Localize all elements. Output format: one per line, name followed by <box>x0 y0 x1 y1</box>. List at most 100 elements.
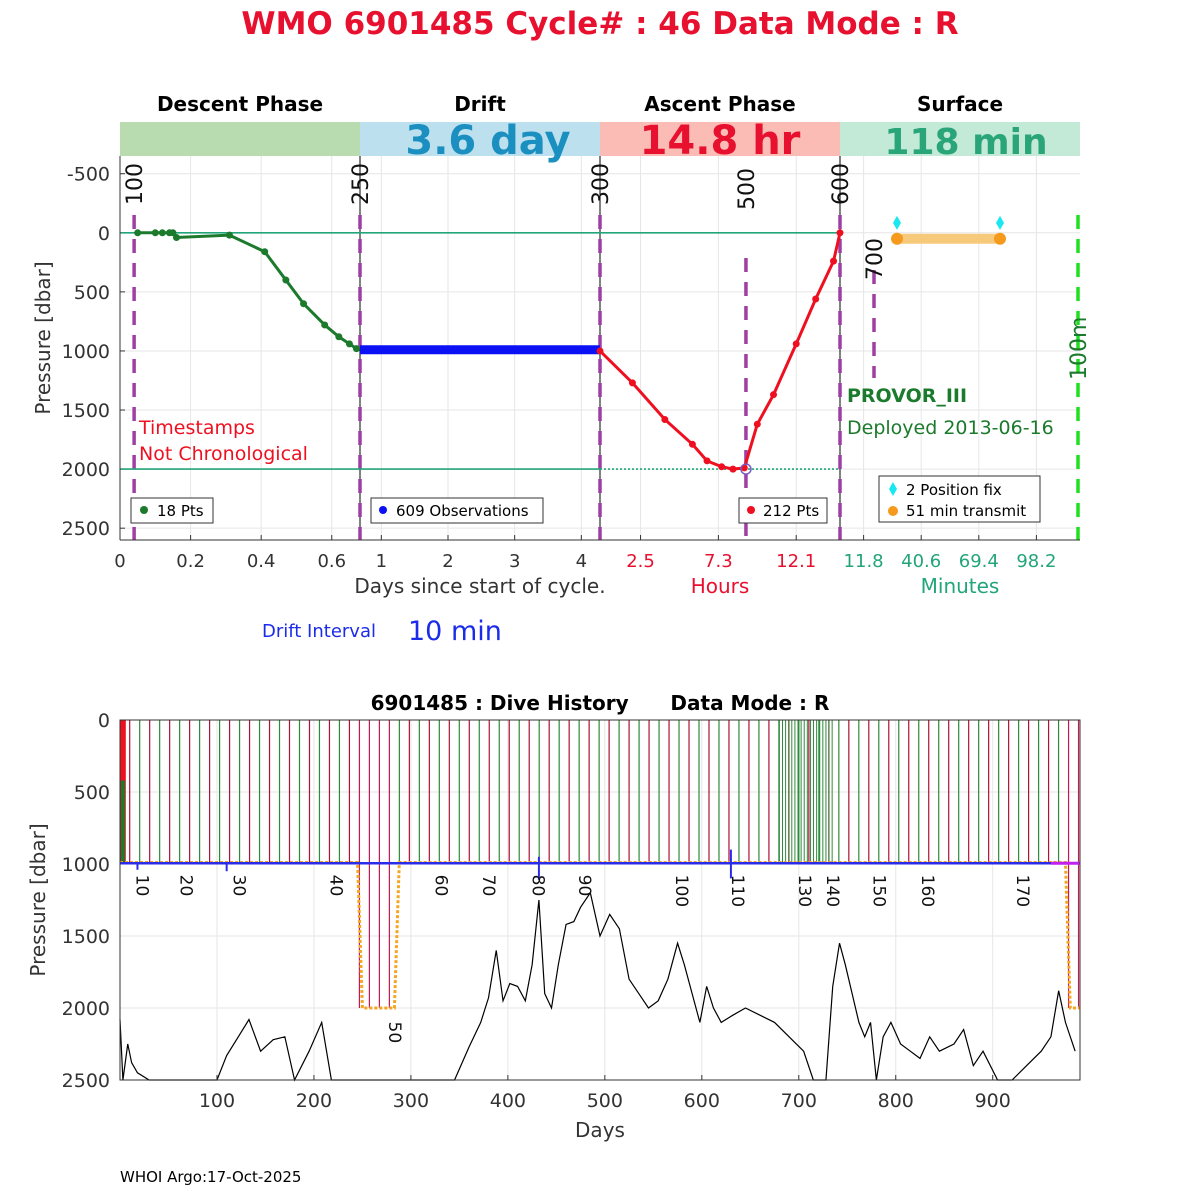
cycle-marker-label: 100 <box>123 163 148 205</box>
deployed-date-label: Deployed 2013-06-16 <box>847 417 1054 439</box>
cycle-number-label: 150 <box>869 875 889 907</box>
drift-legend-text: 609 Observations <box>396 502 529 520</box>
bottom-y-tick-label: 500 <box>74 782 110 804</box>
ascent-point <box>703 457 711 465</box>
surface-phase-header: Surface <box>917 92 1003 116</box>
ascent-point <box>729 465 737 473</box>
bottom-x-tick-label: 600 <box>684 1090 720 1112</box>
dive-history-chart: 6901485 : Dive History Data Mode : R 0 50… <box>26 691 1081 1142</box>
descent-point <box>335 333 343 341</box>
bottom-x-tick-label: 700 <box>781 1090 817 1112</box>
drift-legend-marker <box>379 506 387 514</box>
surface-legend-fix-marker <box>889 482 897 496</box>
descent-point <box>282 276 290 284</box>
drift-legend: 609 Observations <box>370 497 544 524</box>
timestamps-warning-line2: Not Chronological <box>139 443 308 465</box>
top-x-tick-label: 3 <box>509 551 520 572</box>
surface-legend-transmit-marker <box>888 506 898 516</box>
drift-interval-value: 10 min <box>408 616 502 647</box>
top-x-tick-label: 7.3 <box>704 551 733 572</box>
descent-point <box>345 340 353 348</box>
descent-point <box>300 300 308 308</box>
top-y-ticks: -500 0 500 1000 1500 2000 2500 <box>62 164 125 540</box>
ascent-point <box>628 379 636 387</box>
park-pressure-line <box>120 861 1080 1010</box>
descent-point <box>158 229 166 237</box>
top-x-tick-label: 11.8 <box>844 551 884 572</box>
cycle-marker-label: 700 <box>863 238 888 280</box>
top-y-tick-label: 500 <box>74 282 110 304</box>
bottom-x-tick-label: 500 <box>587 1090 623 1112</box>
bottom-x-tick-label: 400 <box>490 1090 526 1112</box>
descent-point <box>225 231 233 239</box>
top-y-tick-label: 1500 <box>62 400 110 422</box>
bottom-y-tick-label: 2000 <box>62 998 110 1020</box>
cycle-number-label: 170 <box>1012 875 1032 907</box>
ascent-line <box>598 232 842 471</box>
top-x-tick-label: 4 <box>576 551 587 572</box>
ascent-legend-marker <box>747 506 755 514</box>
cycle-number-label: 70 <box>478 875 498 897</box>
drift-duration-value: 3.6 day <box>405 118 570 164</box>
descent-legend-marker <box>140 506 148 514</box>
cycle-marker-label: 250 <box>349 163 374 205</box>
transmit-point <box>994 232 1006 245</box>
surface-band <box>840 122 1080 156</box>
bottom-y-tick-label: 0 <box>98 710 110 732</box>
ascent-bottom-marker <box>740 463 752 475</box>
surface-x-axis-label: Minutes <box>921 574 1000 598</box>
float-type-label: PROVOR_III <box>847 385 967 407</box>
ascent-point <box>836 229 844 237</box>
ascent-band <box>600 122 840 156</box>
top-y-tick-label: 0 <box>98 223 110 245</box>
cycle-marker-label: 500 <box>735 168 760 210</box>
cycle-marker-label: 100m <box>1067 317 1092 380</box>
cycle-number-label: 10 <box>132 875 152 897</box>
descent-point <box>321 321 329 329</box>
top-x-tick-label: 98.2 <box>1016 551 1056 572</box>
surface-legend-fix-text: 2 Position fix <box>906 481 1002 499</box>
cycle-profile-chart: Descent Phase Drift Ascent Phase Surface… <box>31 92 1092 647</box>
timestamps-warning-line1: Timestamps <box>138 417 255 439</box>
cycle-number-label: 50 <box>384 1022 404 1044</box>
descent-legend: 18 Pts <box>130 497 214 524</box>
top-x-tick-label: 2 <box>442 551 453 572</box>
descent-point <box>172 234 180 242</box>
descent-point <box>261 248 269 256</box>
footer-credit: WHOI Argo:17-Oct-2025 <box>120 1168 301 1186</box>
ascent-point <box>812 295 820 303</box>
ascent-x-axis-label: Hours <box>691 574 750 598</box>
cycle-number-label: 80 <box>527 875 547 897</box>
top-series <box>120 215 1006 475</box>
cycle-number-labels: 10 20 30 40 50 60 70 80 90 100 110 130 140 150 160 170 <box>132 875 1032 1044</box>
top-x-tick-label: 0.6 <box>317 551 346 572</box>
ascent-point <box>596 347 604 355</box>
cycle-number-label: 110 <box>727 875 747 907</box>
top-x-tick-label: 2.5 <box>626 551 655 572</box>
drift-band <box>360 122 600 156</box>
cycle-marker-label: 600 <box>829 163 854 205</box>
drift-phase-header: Drift <box>454 92 506 116</box>
surface-legend-transmit-text: 51 min transmit <box>906 502 1026 520</box>
bottom-axes-frame <box>119 719 1081 1081</box>
cycle-number-label: 90 <box>574 875 594 897</box>
ascent-legend: 212 Pts <box>738 497 828 524</box>
bottom-x-tick-label: 300 <box>393 1090 429 1112</box>
bottom-y-axis-label: Pressure [dbar] <box>26 823 50 976</box>
cycle-number-label: 140 <box>822 875 842 907</box>
bottom-x-tick-label: 100 <box>199 1090 235 1112</box>
bottom-x-tick-label: 800 <box>878 1090 914 1112</box>
cycle-number-label: 20 <box>175 875 195 897</box>
ascent-point <box>753 420 761 428</box>
bottom-series <box>119 720 1080 1082</box>
ascent-point <box>830 257 838 265</box>
descent-x-axis-label: Days since start of cycle. <box>354 574 605 598</box>
drift-interval-label: Drift Interval <box>262 621 376 642</box>
cycle-number-label: 130 <box>794 875 814 907</box>
top-x-tick-label: 0.4 <box>247 551 276 572</box>
position-fix-point <box>996 215 1004 230</box>
ascent-duration-value: 14.8 hr <box>640 118 801 164</box>
descent-point <box>134 229 142 237</box>
top-x-tick-label: 0.2 <box>176 551 205 572</box>
